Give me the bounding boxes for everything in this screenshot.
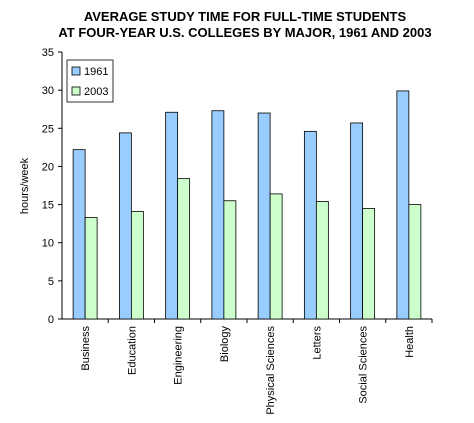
x-tick-label: Physical Sciences xyxy=(265,326,277,415)
legend-swatch xyxy=(71,86,81,96)
bar xyxy=(118,132,132,320)
x-tick-label: Engineering xyxy=(173,326,185,385)
chart-title: AT FOUR-YEAR U.S. COLLEGES BY MAJOR, 196… xyxy=(58,25,431,40)
bar xyxy=(72,149,86,320)
bar xyxy=(396,90,410,320)
legend-label: 2003 xyxy=(84,86,108,98)
bar xyxy=(303,130,317,320)
bar xyxy=(269,193,283,320)
bar xyxy=(408,204,422,320)
y-tick-label: 15 xyxy=(42,200,54,212)
legend-label: 1961 xyxy=(84,66,108,78)
bar xyxy=(211,110,225,320)
y-tick-label: 25 xyxy=(42,123,54,135)
x-tick-label: Health xyxy=(404,326,416,358)
y-tick-label: 5 xyxy=(48,276,54,288)
x-tick-label: Social Sciences xyxy=(358,326,370,404)
x-tick-label: Letters xyxy=(311,326,323,360)
x-tick-label: Business xyxy=(80,326,92,371)
bar xyxy=(177,178,191,320)
bar xyxy=(257,112,271,320)
bar xyxy=(315,201,329,320)
x-tick-label: Education xyxy=(126,326,138,375)
y-tick-label: 30 xyxy=(42,85,54,97)
y-tick-label: 20 xyxy=(42,161,54,173)
chart-title: AVERAGE STUDY TIME FOR FULL-TIME STUDENT… xyxy=(84,9,407,24)
y-tick-label: 0 xyxy=(48,314,54,326)
bar xyxy=(350,122,364,320)
bar xyxy=(362,207,376,320)
bar xyxy=(84,217,98,320)
y-tick-label: 10 xyxy=(42,238,54,250)
legend-swatch xyxy=(71,66,81,76)
y-tick-label: 35 xyxy=(42,47,54,59)
y-axis-label: hours/week xyxy=(19,157,31,214)
x-tick-label: Biology xyxy=(219,326,231,363)
bar xyxy=(130,211,144,320)
bar xyxy=(165,111,179,320)
bar xyxy=(223,200,237,320)
